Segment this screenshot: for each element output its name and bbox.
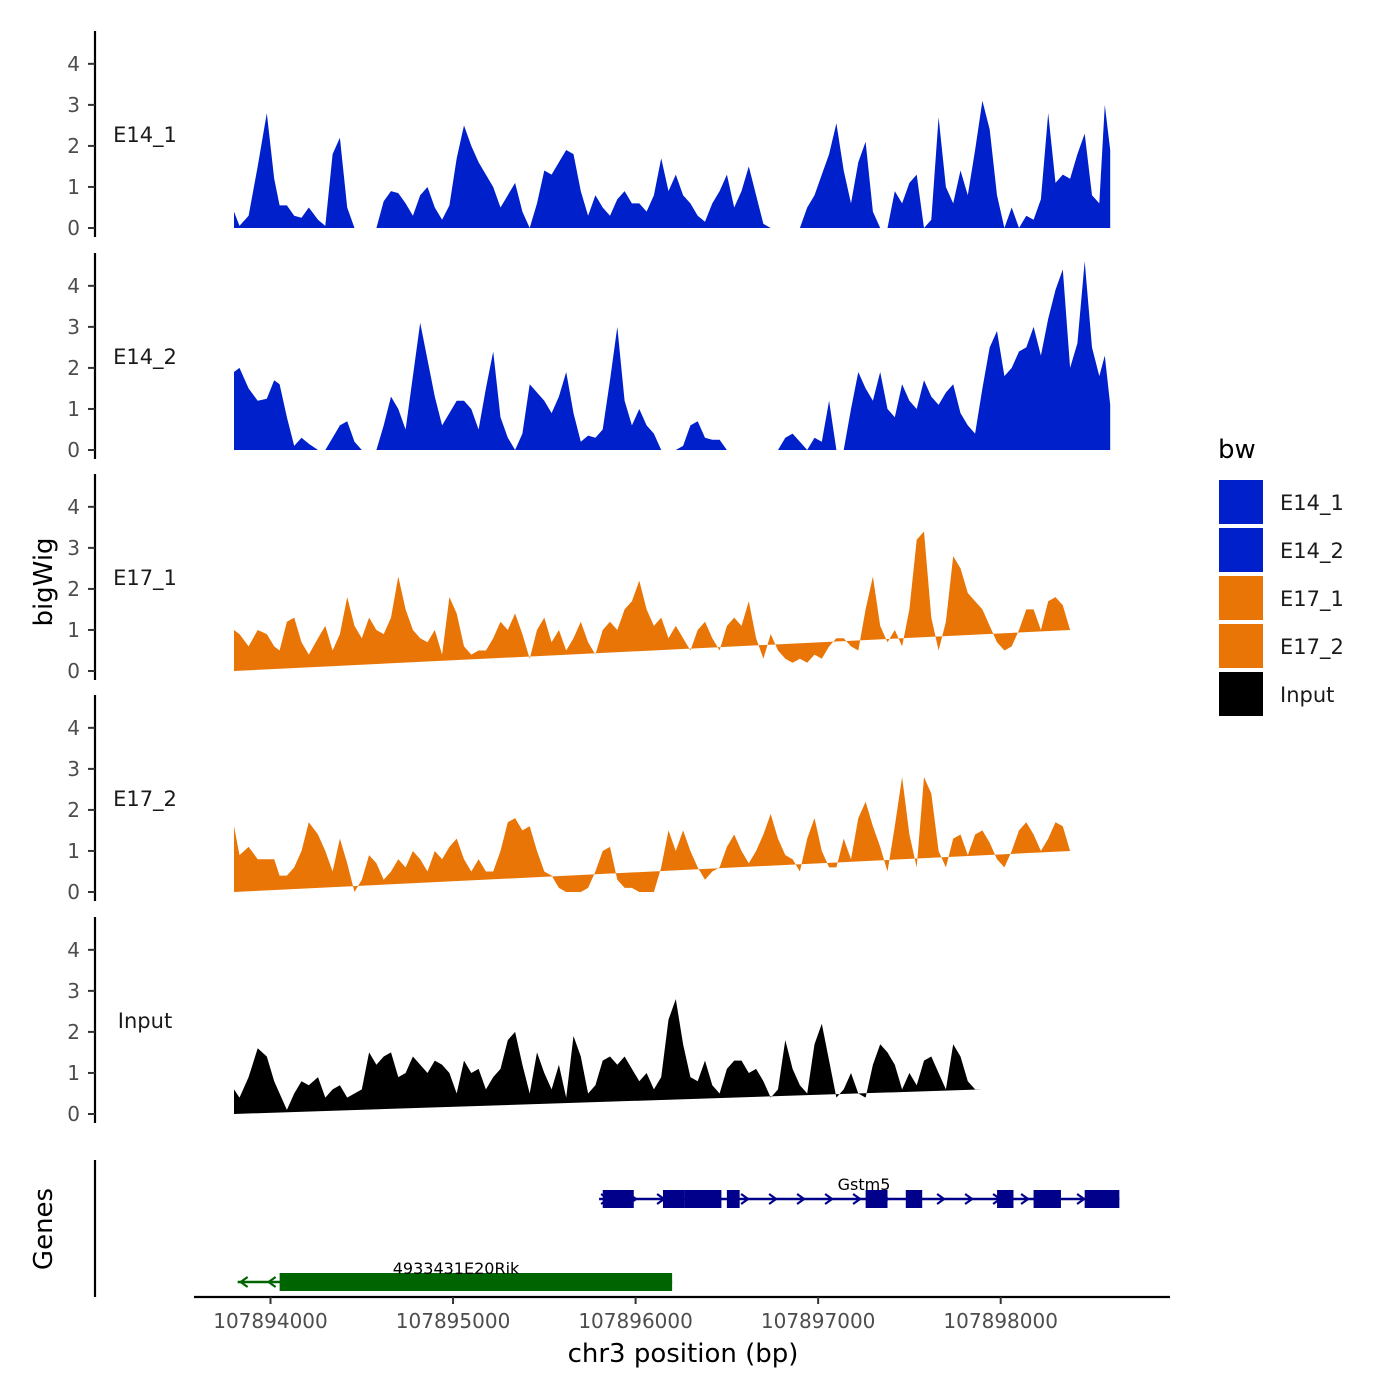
strand-arrow xyxy=(936,1193,946,1205)
track-e14-1: 0 1 2 3 4 E14_1 xyxy=(67,31,1111,240)
strand-arrow xyxy=(740,1193,750,1205)
genes-axis-title: Genes xyxy=(29,1188,59,1270)
legend-swatch xyxy=(1219,672,1263,716)
gene-name: Gstm5 xyxy=(838,1175,891,1194)
coverage-area xyxy=(234,777,1071,892)
y-tick-label: 4 xyxy=(67,52,80,76)
legend-item: E17_2 xyxy=(1219,624,1344,668)
y-tick-label: 2 xyxy=(67,356,80,380)
gene-exon xyxy=(726,1190,740,1208)
strand-arrow xyxy=(852,1193,862,1205)
gene-name: 4933431E20Rik xyxy=(393,1259,520,1278)
x-tick-label: 107894000 xyxy=(213,1309,328,1333)
y-tick-label: 3 xyxy=(67,315,80,339)
x-axis-title: chr3 position (bp) xyxy=(568,1339,799,1369)
strand-arrow xyxy=(796,1193,806,1205)
y-tick-label: 1 xyxy=(67,397,80,421)
legend: bw E14_1 E14_2 E17_1 E17_2 Input xyxy=(1218,435,1344,716)
y-tick-label: 3 xyxy=(67,93,80,117)
track-e17-1: 0 1 2 3 4 E17_1 xyxy=(67,474,1071,683)
track-label: E14_1 xyxy=(113,123,177,148)
strand-arrow xyxy=(266,1276,277,1288)
y-tick-label: 4 xyxy=(67,274,80,298)
track-e14-2: 0 1 2 3 4 E14_2 xyxy=(67,253,1111,462)
x-tick-label: 107897000 xyxy=(761,1309,876,1333)
gene-exon xyxy=(684,1190,722,1208)
strand-arrow xyxy=(238,1276,249,1288)
coverage-area xyxy=(234,261,1111,450)
y-tick-label: 1 xyxy=(67,175,80,199)
legend-title: bw xyxy=(1218,435,1256,465)
y-tick-label: 3 xyxy=(67,757,80,781)
x-tick-label: 107896000 xyxy=(578,1309,693,1333)
y-tick-label: 4 xyxy=(67,495,80,519)
legend-item: Input xyxy=(1219,672,1334,716)
track-label: E17_2 xyxy=(113,787,177,812)
legend-swatch xyxy=(1219,576,1263,620)
y-tick-label: 1 xyxy=(67,839,80,863)
legend-label: E14_1 xyxy=(1280,491,1344,516)
y-tick-label: 0 xyxy=(67,880,80,904)
strand-arrow xyxy=(964,1193,974,1205)
y-tick-label: 2 xyxy=(67,1020,80,1044)
track-label: Input xyxy=(118,1009,172,1033)
legend-label: Input xyxy=(1280,683,1334,707)
legend-swatch xyxy=(1219,480,1263,524)
strand-arrow xyxy=(1020,1193,1030,1205)
gene-gstm5: Gstm5 xyxy=(599,1175,1120,1208)
y-tick-label: 2 xyxy=(67,577,80,601)
coverage-area xyxy=(234,999,983,1114)
y-tick-label: 4 xyxy=(67,716,80,740)
gene-exon xyxy=(602,1190,634,1208)
legend-label: E17_1 xyxy=(1280,587,1344,612)
y-tick-label: 3 xyxy=(67,536,80,560)
genes-panel: 4933431E20Rik Gstm5 xyxy=(93,1160,1120,1297)
y-tick-label: 1 xyxy=(67,1061,80,1085)
legend-item: E14_2 xyxy=(1219,528,1344,572)
coverage-area xyxy=(234,100,1111,228)
track-label: E17_1 xyxy=(113,566,177,591)
coverage-area xyxy=(234,531,1071,671)
x-tick-label: 107898000 xyxy=(943,1309,1058,1333)
y-axis-title: bigWig xyxy=(29,537,59,626)
x-tick-label: 107895000 xyxy=(396,1309,511,1333)
strand-arrow xyxy=(824,1193,834,1205)
legend-item: E14_1 xyxy=(1219,480,1344,524)
gene-exon xyxy=(279,1273,673,1291)
legend-item: E17_1 xyxy=(1219,576,1344,620)
gene-exon xyxy=(905,1190,923,1208)
gene-exon xyxy=(865,1190,888,1208)
strand-arrow xyxy=(768,1193,778,1205)
legend-label: E14_2 xyxy=(1280,539,1344,564)
x-axis: 107894000 107895000 107896000 107897000 1078… xyxy=(194,1295,1170,1333)
gene-exon xyxy=(1033,1190,1061,1208)
track-e17-2: 0 1 2 3 4 E17_2 xyxy=(67,695,1071,904)
gene-exon xyxy=(662,1190,685,1208)
y-tick-label: 3 xyxy=(67,979,80,1003)
y-tick-label: 2 xyxy=(67,134,80,158)
legend-label: E17_2 xyxy=(1280,635,1344,660)
y-tick-label: 2 xyxy=(67,798,80,822)
track-input: 0 1 2 3 4 Input xyxy=(67,917,983,1126)
y-tick-label: 0 xyxy=(67,1102,80,1126)
y-tick-label: 1 xyxy=(67,618,80,642)
legend-swatch xyxy=(1219,624,1263,668)
gene-exon xyxy=(1084,1190,1120,1208)
gene-exon xyxy=(997,1190,1014,1208)
coverage-tracks: 0 1 2 3 4 E14_1 0 1 2 3 4 E14_2 0 1 2 3 4 E17_1 0 1 2 3 4 E17_2… xyxy=(67,31,1111,1126)
y-tick-label: 0 xyxy=(67,216,80,240)
gene-4933431e20rik: 4933431E20Rik xyxy=(237,1259,673,1291)
y-tick-label: 0 xyxy=(67,659,80,683)
legend-swatch xyxy=(1219,528,1263,572)
strand-arrow xyxy=(1076,1193,1086,1205)
track-label: E14_2 xyxy=(113,345,177,370)
y-tick-label: 4 xyxy=(67,938,80,962)
y-tick-label: 0 xyxy=(67,438,80,462)
